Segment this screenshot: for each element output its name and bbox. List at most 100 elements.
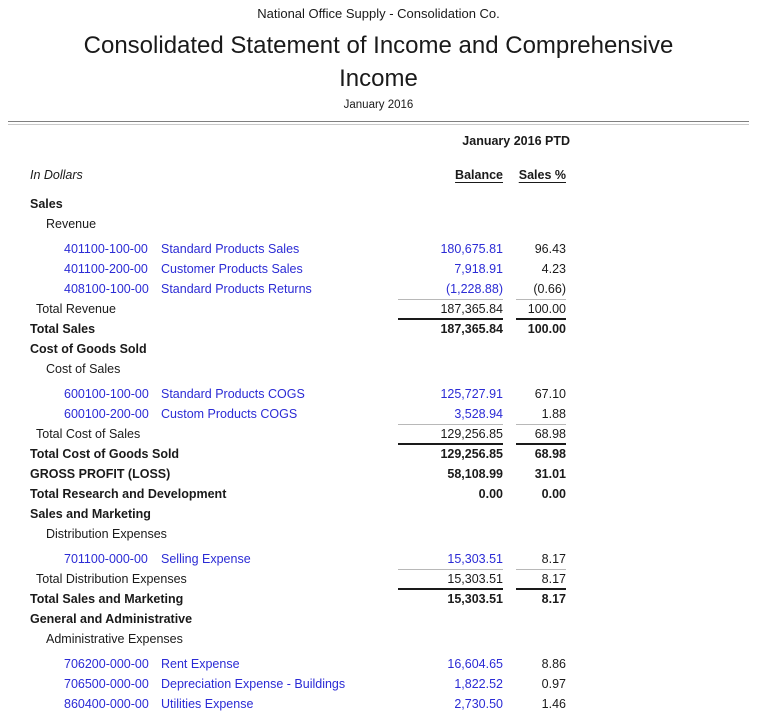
sales-pct-value: 100.00 — [516, 299, 566, 318]
row-label: Distribution Expenses — [46, 527, 167, 541]
account-number-link[interactable]: 600100-200-00 — [64, 407, 149, 421]
balance-link[interactable]: 15,303.51 — [447, 552, 503, 566]
balance-header-cell: Balance — [398, 166, 503, 184]
report-row-account: 706500-000-00 Depreciation Expense - Buil… — [0, 673, 757, 693]
row-label: Administrative Expenses — [46, 632, 183, 646]
balance-value: 187,365.84 — [398, 299, 503, 318]
sales-pct-value: 4.23 — [541, 262, 566, 276]
report-row-account: 401100-200-00 Customer Products Sales 7,91… — [0, 258, 757, 278]
report-row-subtotal: Total Cost of Sales 129,256.85 68.98 — [0, 423, 757, 443]
account-name-link[interactable]: Selling Expense — [161, 552, 251, 566]
period-column-group-row: January 2016 PTD — [0, 133, 757, 149]
report-row-subsection: Revenue — [0, 213, 757, 233]
balance-value: 129,256.85 — [398, 424, 503, 443]
balance-value: 187,365.84 — [398, 318, 503, 338]
row-label-cell: Sales — [0, 195, 398, 213]
sales-pct-value: 0.97 — [541, 677, 566, 691]
report-row-account: 701100-000-00 Selling Expense 15,303.51 8.1… — [0, 548, 757, 568]
report-period: January 2016 — [343, 99, 414, 111]
row-label-cell: 600100-200-00 Custom Products COGS — [0, 405, 398, 423]
row-label-cell: Total Cost of Goods Sold — [0, 445, 398, 463]
row-label-cell: 401100-200-00 Customer Products Sales — [0, 260, 398, 278]
report-row-account: 408100-100-00 Standard Products Returns (1… — [0, 278, 757, 298]
balance-link[interactable]: 180,675.81 — [440, 242, 503, 256]
row-label: Total Cost of Sales — [36, 427, 141, 441]
balance-value: 129,256.85 — [398, 443, 503, 463]
account-number-link[interactable]: 408100-100-00 — [64, 282, 149, 296]
report-body: Sales Revenue 401100-100-00 Standard Produc… — [0, 193, 757, 713]
header-divider-rule — [8, 121, 749, 125]
row-label: General and Administrative — [30, 612, 193, 626]
sales-pct-value: 1.46 — [541, 697, 566, 711]
row-label: Total Revenue — [36, 302, 116, 316]
report-row-subsection: Administrative Expenses — [0, 628, 757, 648]
sales-pct-value: 8.17 — [541, 552, 566, 566]
balance-link[interactable]: 3,528.94 — [454, 407, 503, 421]
balance-value: 0.00 — [478, 487, 503, 501]
report-row-total: Total Cost of Goods Sold 129,256.85 68.98 — [0, 443, 757, 463]
row-label: Cost of Goods Sold — [30, 342, 147, 356]
row-label-cell: Total Sales and Marketing — [0, 590, 398, 608]
balance-link[interactable]: 2,730.50 — [454, 697, 503, 711]
column-header-row: In Dollars Balance Sales % — [0, 162, 757, 184]
account-name-link[interactable]: Rent Expense — [161, 657, 240, 671]
row-label: Total Sales — [30, 322, 96, 336]
report-row-section: Sales — [0, 193, 757, 213]
account-number-link[interactable]: 401100-100-00 — [64, 242, 148, 256]
account-number-link[interactable]: 706500-000-00 — [64, 677, 149, 691]
balance-link[interactable]: (1,228.88) — [446, 282, 503, 296]
sales-pct-value: 96.43 — [534, 242, 566, 256]
units-label: In Dollars — [30, 168, 83, 182]
balance-link[interactable]: 16,604.65 — [447, 657, 503, 671]
account-number-link[interactable]: 706200-000-00 — [64, 657, 149, 671]
account-number-link[interactable]: 600100-100-00 — [64, 387, 149, 401]
report-row-account: 706200-000-00 Rent Expense 16,604.65 8.86 — [0, 653, 757, 673]
account-name-link[interactable]: Depreciation Expense - Buildings — [161, 677, 346, 691]
row-label-cell: 706500-000-00 Depreciation Expense - Buil… — [0, 675, 398, 693]
sales-pct-value: (0.66) — [533, 282, 566, 296]
row-label-cell: Total Revenue — [0, 300, 398, 318]
account-name-link[interactable]: Customer Products Sales — [161, 262, 303, 276]
row-label: GROSS PROFIT (LOSS) — [30, 467, 171, 481]
account-name-link[interactable]: Custom Products COGS — [161, 407, 298, 421]
sales-pct-value: 1.88 — [541, 407, 566, 421]
account-name-link[interactable]: Standard Products COGS — [161, 387, 305, 401]
sales-pct-value: 8.17 — [516, 569, 566, 588]
sales-pct-value: 0.00 — [541, 487, 566, 501]
row-label-cell: 706200-000-00 Rent Expense — [0, 655, 398, 673]
balance-link[interactable]: 7,918.91 — [454, 262, 503, 276]
row-label: Total Cost of Goods Sold — [30, 447, 180, 461]
row-label-cell: Sales and Marketing — [0, 505, 398, 523]
account-name-link[interactable]: Utilities Expense — [161, 697, 254, 711]
report-row-account: 401100-100-00 Standard Products Sales 180,… — [0, 238, 757, 258]
balance-link[interactable]: 1,822.52 — [454, 677, 503, 691]
company-name: National Office Supply - Consolidation C… — [257, 6, 500, 21]
balance-value: 15,303.51 — [398, 588, 503, 608]
sales-pct-value: 100.00 — [516, 318, 566, 338]
row-label: Sales and Marketing — [30, 507, 151, 521]
account-number-link[interactable]: 860400-000-00 — [64, 697, 149, 711]
account-number-link[interactable]: 401100-200-00 — [64, 262, 148, 276]
row-label-cell: 600100-100-00 Standard Products COGS — [0, 385, 398, 403]
row-label-cell: Total Research and Development — [0, 485, 398, 503]
account-name-link[interactable]: Standard Products Sales — [161, 242, 300, 256]
row-label-cell: Revenue — [0, 215, 398, 233]
row-label-cell: Cost of Sales — [0, 360, 398, 378]
row-label: Total Distribution Expenses — [36, 572, 187, 586]
sales-pct-value: 68.98 — [516, 443, 566, 463]
sales-pct-value: 31.01 — [534, 467, 566, 481]
row-label-cell: Total Distribution Expenses — [0, 570, 398, 588]
row-label-cell: General and Administrative — [0, 610, 398, 628]
account-number-link[interactable]: 701100-000-00 — [64, 552, 148, 566]
report-row-subtotal: Total Distribution Expenses 15,303.51 8.17 — [0, 568, 757, 588]
report-row-subsection: Distribution Expenses — [0, 523, 757, 543]
row-label-cell: 401100-100-00 Standard Products Sales — [0, 240, 398, 258]
row-label-cell: GROSS PROFIT (LOSS) — [0, 465, 398, 483]
balance-link[interactable]: 125,727.91 — [440, 387, 503, 401]
report-row-account: 600100-200-00 Custom Products COGS 3,528.9… — [0, 403, 757, 423]
account-name-link[interactable]: Standard Products Returns — [161, 282, 312, 296]
units-cell: In Dollars — [0, 166, 398, 184]
balance-value: 58,108.99 — [447, 467, 503, 481]
column-header-balance: Balance — [455, 168, 503, 182]
row-label-cell: 860400-000-00 Utilities Expense — [0, 695, 398, 713]
